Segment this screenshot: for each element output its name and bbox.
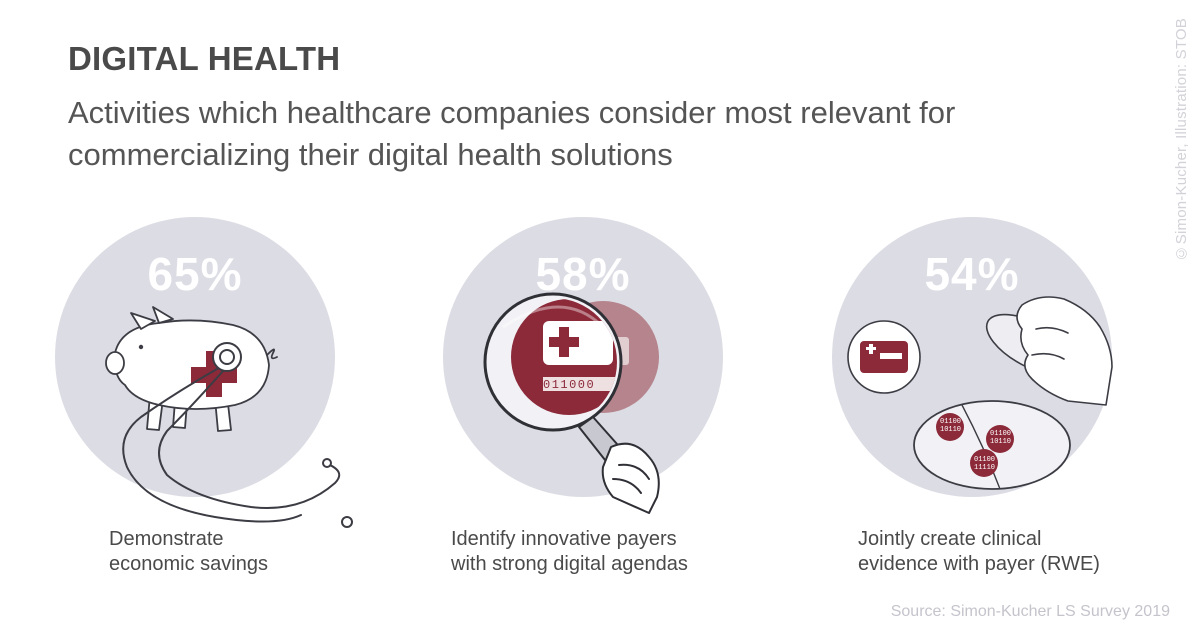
petri-dish-data-icon: 01100 10110 01100 10110 01100 11110 [847,296,1113,490]
card-code: 011000 [543,378,595,392]
data-bits: 10110 [940,426,961,434]
stat-label: Identify innovative payers with strong d… [451,527,688,577]
data-bits: 01100 [940,418,961,426]
stat-label: Demonstrate economic savings [109,527,268,577]
stat-value: 65% [147,248,243,300]
data-bits: 11110 [974,464,995,472]
stat-panel-evidence: 54% 01100 10110 01100 10110 01100 11110 [832,217,1132,587]
stat-label-line: with strong digital agendas [451,553,688,575]
stat-panel-payers: 58% 011000 Identify innovative payers wi… [443,217,743,587]
stat-panel-savings: 65% [55,217,355,587]
data-bits: 10110 [990,438,1011,446]
stat-value: 58% [535,248,631,300]
magnifier-health-card-icon: 011000 [483,292,660,514]
stat-label: Jointly create clinical evidence with pa… [858,527,1100,577]
stat-label-line: evidence with payer (RWE) [858,553,1100,575]
stat-value: 54% [924,248,1020,300]
page-subtitle: Activities which healthcare companies co… [68,95,956,172]
stat-label-line: economic savings [109,553,268,575]
image-credit: ©Simon-Kucher, Illustration: STOB [1173,18,1190,262]
data-bits: 01100 [990,430,1011,438]
piggy-bank-stethoscope-icon [105,306,353,528]
stat-label-line: Demonstrate [109,528,224,550]
stat-label-line: Identify innovative payers [451,528,677,550]
source-note: Source: Simon-Kucher LS Survey 2019 [890,603,1170,620]
page-title: DIGITAL HEALTH [68,40,341,77]
stat-label-line: Jointly create clinical [858,528,1042,550]
data-bits: 01100 [974,456,995,464]
